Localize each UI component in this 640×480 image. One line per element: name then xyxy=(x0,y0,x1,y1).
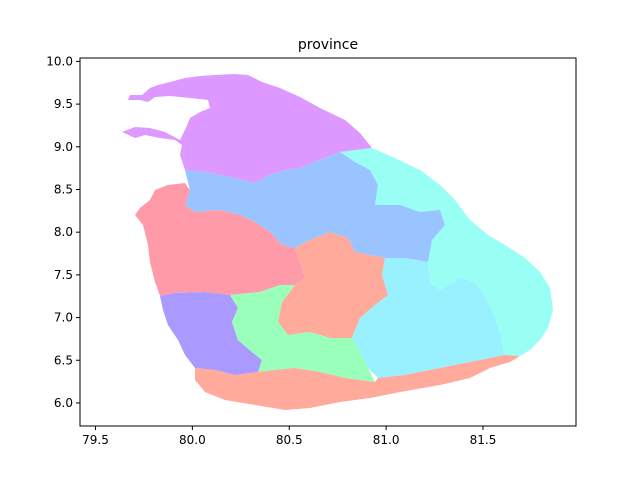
region-uva xyxy=(352,258,505,378)
region-eastern xyxy=(340,148,553,356)
y-tick-label: 6.0 xyxy=(54,396,73,410)
region-sabaragamuwa xyxy=(230,285,375,382)
y-tick-label: 9.5 xyxy=(54,97,73,111)
plot-frame xyxy=(79,57,577,427)
chart-title: province xyxy=(298,37,358,53)
x-tick-label: 81.0 xyxy=(373,433,400,447)
y-tick-label: 10.0 xyxy=(46,54,73,68)
region-north-central xyxy=(185,152,445,262)
y-tick-label: 9.0 xyxy=(54,140,73,154)
region-southern xyxy=(195,355,520,410)
map-regions xyxy=(122,74,553,410)
region-northern xyxy=(122,74,372,183)
y-tick-label: 8.5 xyxy=(54,182,73,196)
x-tick-label: 80.0 xyxy=(179,433,206,447)
x-tick-label: 81.5 xyxy=(470,433,497,447)
region-western xyxy=(160,292,262,375)
y-tick-label: 8.0 xyxy=(54,225,73,239)
region-central xyxy=(278,232,388,338)
x-tick-label: 79.5 xyxy=(82,433,109,447)
y-tick-label: 6.5 xyxy=(54,353,73,367)
x-axis: 79.5 80.0 80.5 81.0 81.5 xyxy=(82,426,496,447)
region-north-western xyxy=(135,183,305,296)
y-axis: 6.0 6.5 7.0 7.5 8.0 8.5 9.0 9.5 10.0 xyxy=(46,54,80,410)
x-tick-label: 80.5 xyxy=(276,433,303,447)
y-tick-label: 7.5 xyxy=(54,268,73,282)
y-tick-label: 7.0 xyxy=(54,311,73,325)
